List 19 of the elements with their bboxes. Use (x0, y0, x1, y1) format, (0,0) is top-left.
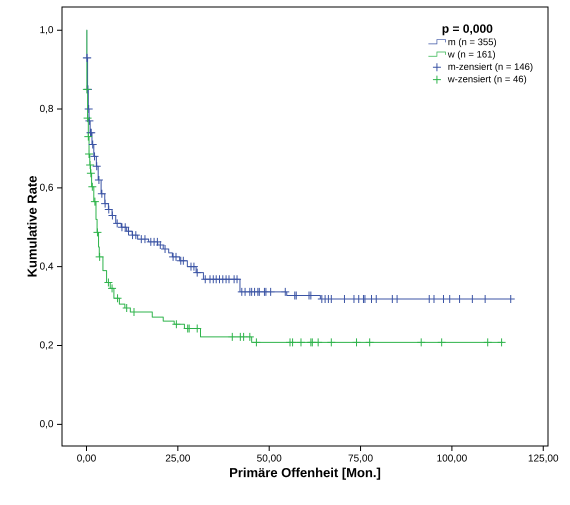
legend-label: w-zensiert (n = 46) (448, 75, 526, 84)
x-tick-label: 125,00 (528, 454, 558, 463)
legend-label: m-zensiert (n = 146) (448, 63, 532, 72)
x-tick-label: 100,00 (437, 454, 467, 463)
x-axis-title: Primäre Offenheit [Mon.] (230, 468, 380, 480)
y-axis-title: Kumulative Rate (27, 176, 37, 277)
legend-label: m (n = 355) (448, 38, 496, 48)
legend-title: p = 0,000 (442, 24, 492, 36)
legend-label: w (n = 161) (448, 50, 495, 60)
y-tick-label: 1,0 (40, 26, 54, 34)
x-tick-label: 25,00 (166, 454, 190, 463)
y-tick-label: 0,6 (40, 184, 54, 192)
y-tick-label: 0,0 (40, 420, 54, 428)
y-tick-label: 0,2 (40, 341, 53, 350)
y-tick-label: 0,4 (40, 262, 54, 271)
y-tick-label: 0,8 (40, 104, 54, 114)
x-tick-label: 0,00 (77, 454, 96, 463)
x-tick-label: 50,00 (257, 454, 282, 463)
x-tick-label: 75,00 (348, 454, 373, 463)
